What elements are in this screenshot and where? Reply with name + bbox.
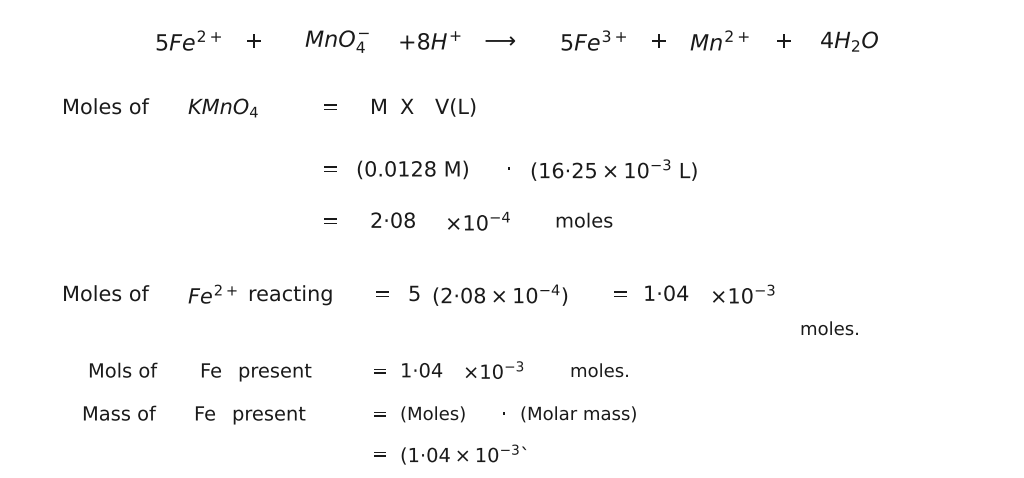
Text: $+8H^{+}$: $+8H^{+}$ [398, 30, 463, 54]
Text: Moles of: Moles of [62, 98, 150, 118]
Text: $5Fe^{2+}$: $5Fe^{2+}$ [155, 30, 223, 54]
Text: $=$: $=$ [368, 445, 388, 465]
Text: Mass of: Mass of [82, 405, 156, 424]
Text: moles.: moles. [570, 363, 630, 381]
Text: $(2{\cdot}08 \times 10^{-4})$: $(2{\cdot}08 \times 10^{-4})$ [432, 281, 569, 309]
Text: (Moles): (Moles) [400, 406, 466, 424]
Text: $4H_2O$: $4H_2O$ [820, 30, 880, 54]
Text: $Fe^{2+}$: $Fe^{2+}$ [188, 282, 239, 308]
Text: $(16{\cdot}25 \times 10^{-3}$ L$)$: $(16{\cdot}25 \times 10^{-3}$ L$)$ [530, 156, 699, 184]
Text: Moles of: Moles of [62, 285, 150, 305]
Text: $\longrightarrow$: $\longrightarrow$ [480, 32, 517, 52]
Text: $\times 10^{-4}$: $\times 10^{-4}$ [445, 209, 512, 235]
Text: $5$: $5$ [408, 285, 421, 305]
Text: reacting: reacting [248, 285, 334, 305]
Text: Fe: Fe [200, 362, 222, 381]
Text: present: present [238, 362, 312, 381]
Text: $2{\cdot}08$: $2{\cdot}08$ [370, 212, 417, 232]
Text: moles: moles [555, 213, 613, 231]
Text: $=$: $=$ [318, 160, 339, 180]
Text: $Mn^{2+}$: $Mn^{2+}$ [690, 30, 751, 54]
Text: $\cdot$: $\cdot$ [505, 158, 512, 182]
Text: $KMnO_4$: $KMnO_4$ [188, 96, 260, 120]
Text: V(L): V(L) [435, 98, 477, 118]
Text: $\cdot$: $\cdot$ [500, 403, 507, 427]
Text: $1{\cdot}04$: $1{\cdot}04$ [643, 285, 690, 305]
Text: $=$: $=$ [368, 362, 388, 381]
Text: moles.: moles. [800, 321, 860, 339]
Text: $=$: $=$ [318, 212, 339, 232]
Text: $+$: $+$ [245, 32, 263, 52]
Text: $+$: $+$ [775, 32, 794, 52]
Text: $=$: $=$ [368, 405, 388, 424]
Text: Fe: Fe [194, 405, 216, 424]
Text: (Molar mass): (Molar mass) [520, 406, 637, 424]
Text: X: X [400, 98, 415, 118]
Text: $1{\cdot}04$: $1{\cdot}04$ [400, 362, 444, 381]
Text: $+$: $+$ [650, 32, 669, 52]
Text: $\times 10^{-3}$: $\times 10^{-3}$ [463, 361, 525, 383]
Text: present: present [232, 405, 306, 424]
Text: $=$: $=$ [318, 98, 339, 118]
Text: $\times 10^{-3}$: $\times 10^{-3}$ [710, 282, 776, 308]
Text: M: M [370, 98, 388, 118]
Text: $MnO_4^{-}$: $MnO_4^{-}$ [305, 29, 371, 55]
Text: Mols of: Mols of [88, 362, 158, 381]
Text: $(1{\cdot}04 \times 10^{-3}$`: $(1{\cdot}04 \times 10^{-3}$` [400, 443, 528, 467]
Text: $=$: $=$ [370, 285, 391, 305]
Text: $=$: $=$ [608, 285, 630, 305]
Text: $5Fe^{3+}$: $5Fe^{3+}$ [560, 30, 628, 54]
Text: $(0.0128$ M$)$: $(0.0128$ M$)$ [356, 159, 470, 182]
